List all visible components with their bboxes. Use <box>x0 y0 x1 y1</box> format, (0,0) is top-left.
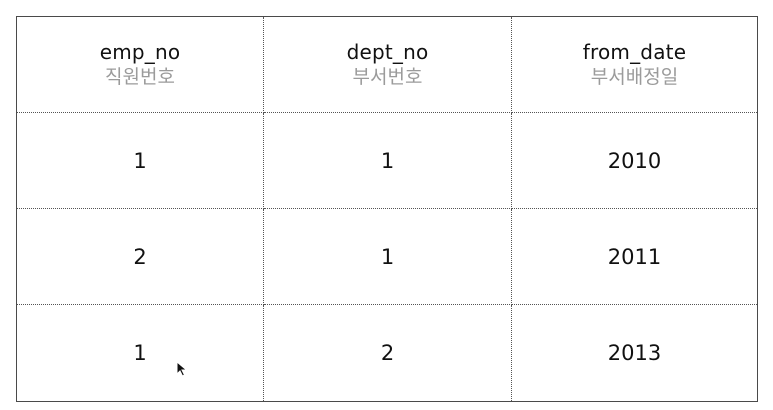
column-description: 부서번호 <box>352 66 423 88</box>
table-cell: 1 <box>17 113 264 209</box>
header-cell-emp-no: emp_no 직원번호 <box>17 17 264 113</box>
table-cell: 1 <box>264 209 512 305</box>
table-cell: 2 <box>264 305 512 401</box>
header-cell-dept-no: dept_no 부서번호 <box>264 17 512 113</box>
cell-value: 2013 <box>607 341 662 365</box>
column-description: 직원번호 <box>105 66 175 88</box>
cell-value: 1 <box>380 244 395 269</box>
table-cell: 2011 <box>512 209 757 305</box>
cell-value: 1 <box>133 341 147 365</box>
cell-value: 2011 <box>607 244 662 269</box>
column-name: from_date <box>582 40 687 64</box>
cell-value: 1 <box>133 148 147 173</box>
cell-value: 2 <box>133 244 147 269</box>
table-cell: 2013 <box>512 305 757 401</box>
header-cell-from-date: from_date 부서배정일 <box>512 17 757 113</box>
column-description: 부서배정일 <box>590 66 679 88</box>
table-grid: emp_no 직원번호 dept_no 부서번호 from_date 부서배정일… <box>17 17 757 401</box>
data-table: emp_no 직원번호 dept_no 부서번호 from_date 부서배정일… <box>16 16 758 402</box>
table-cell: 1 <box>17 305 264 401</box>
cell-value: 2 <box>380 341 395 365</box>
table-cell: 2 <box>17 209 264 305</box>
cell-value: 2010 <box>607 148 662 173</box>
column-name: dept_no <box>346 40 429 64</box>
column-name: emp_no <box>99 40 181 64</box>
table-cell: 1 <box>264 113 512 209</box>
table-cell: 2010 <box>512 113 757 209</box>
cell-value: 1 <box>380 148 395 173</box>
mouse-pointer-icon <box>176 361 188 377</box>
